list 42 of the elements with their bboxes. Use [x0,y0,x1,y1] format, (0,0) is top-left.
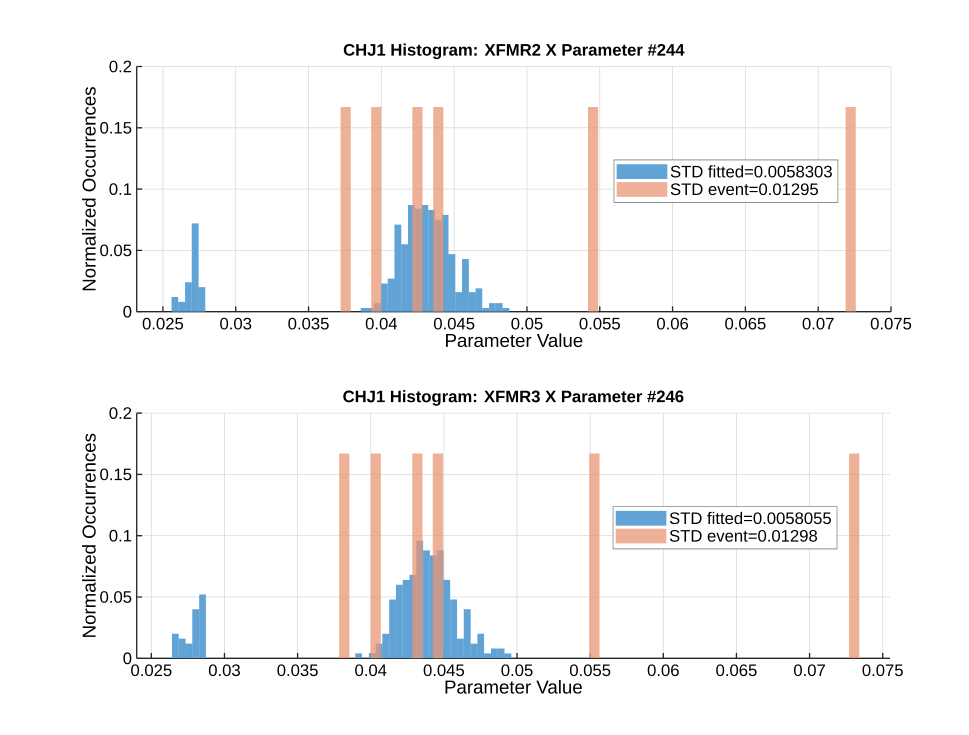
x-tick-label: 0.065 [725,318,766,330]
y-tick-label: 0.2 [109,407,132,419]
x-tick-label: 0.035 [277,664,318,676]
chart-title: CHJ1 Histogram: XFMR3 X Parameter #246 [343,390,684,406]
x-axis-title: Parameter Value [446,680,582,694]
y-tick-label: 0 [123,306,132,318]
x-tick-label: 0.075 [862,664,903,676]
legend-label: STD event=0.01295 [670,183,818,196]
legend-label: STD event=0.01298 [670,530,818,542]
x-tick-label: 0.04 [366,318,398,330]
x-tick-label: 0.025 [142,318,184,330]
x-tick-label: 0.06 [657,318,688,330]
y-axis-title: Normalized Occurrences [82,434,96,637]
x-tick-label: 0.055 [580,318,620,330]
y-tick-label: 0.05 [100,591,132,603]
x-tick-label: 0.06 [648,664,679,676]
x-tick-label: 0.07 [802,318,834,330]
x-tick-label: 0.03 [220,318,252,330]
y-tick-label: 0.1 [109,183,132,195]
y-tick-label: 0.2 [109,60,132,72]
x-tick-label: 0.03 [208,664,240,676]
x-tick-label: 0.04 [355,664,386,676]
legend-label: STD fitted=0.0058303 [670,165,832,178]
x-tick-label: 0.045 [424,664,464,676]
x-tick-label: 0.055 [570,664,610,676]
y-tick-label: 0.05 [100,244,132,256]
y-tick-label: 0.15 [100,122,132,134]
y-tick-label: 0.1 [109,530,132,542]
x-tick-label: 0.035 [288,318,329,330]
x-tick-label: 0.045 [434,318,474,330]
y-tick-label: 0.15 [100,468,132,480]
chart-title: CHJ1 Histogram: XFMR2 X Parameter #244 [344,43,684,60]
x-tick-label: 0.065 [716,664,757,676]
x-tick-label: 0.075 [870,318,912,330]
x-tick-label: 0.025 [131,664,172,676]
x-axis-title: Parameter Value [446,333,582,348]
x-tick-label: 0.05 [501,664,533,676]
x-tick-label: 0.05 [511,318,542,330]
y-axis-title: Normalized Occurrences [82,87,96,290]
x-tick-label: 0.07 [794,664,825,676]
y-tick-label: 0 [123,652,132,664]
legend-label: STD fitted=0.0058055 [670,512,831,524]
